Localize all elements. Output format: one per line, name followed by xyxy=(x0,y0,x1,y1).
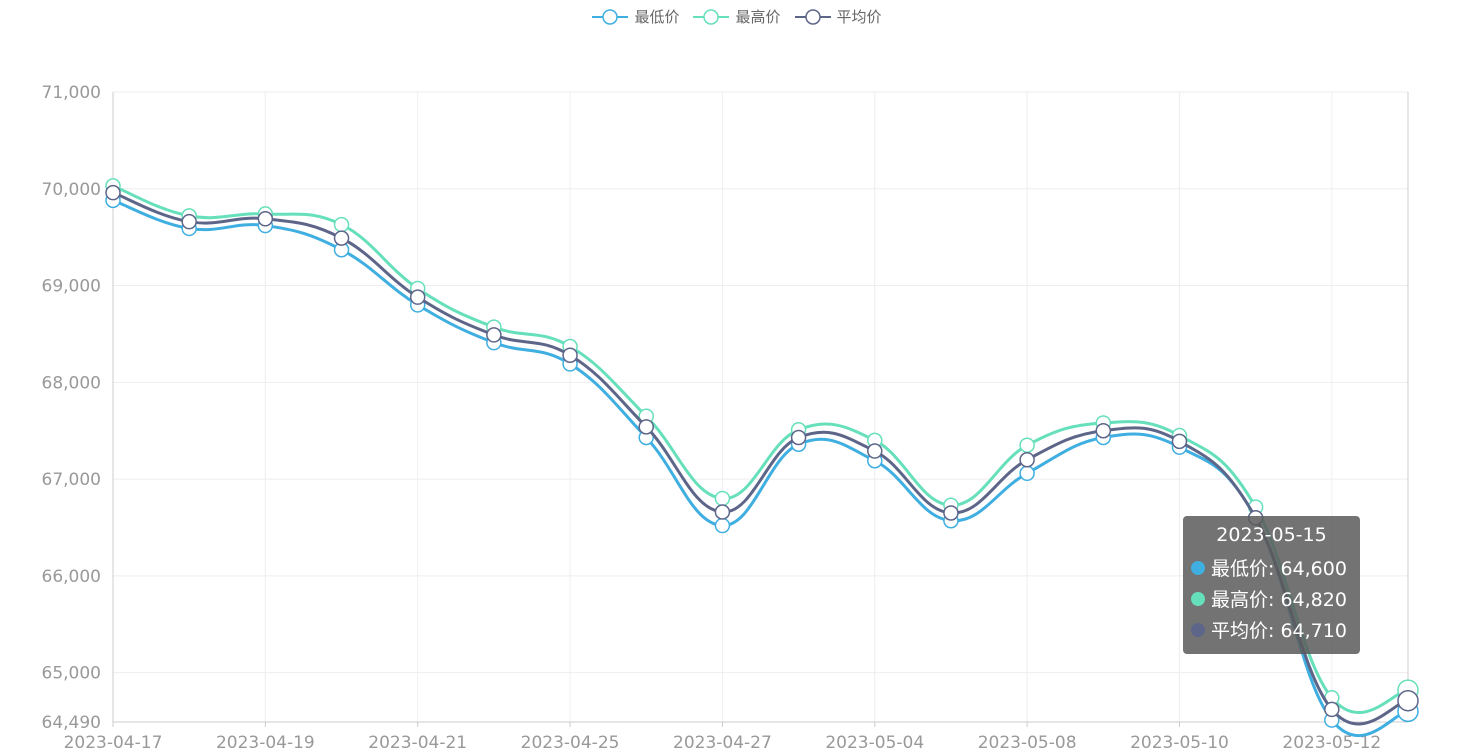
tooltip-row-min: 最低价: 64,600 xyxy=(1191,552,1352,583)
y-tick-label: 68,000 xyxy=(42,373,101,393)
series-dot-icon xyxy=(1191,591,1205,606)
tooltip-row-max: 最高价: 64,820 xyxy=(1191,583,1352,614)
axes: 64,490 65,000 66,000 67,000 68,000 69,000 70,0… xyxy=(42,83,1409,753)
data-point-min xyxy=(1019,465,1035,482)
legend-item-max[interactable]: 最高价 xyxy=(693,6,781,27)
y-tick-label: 71,000 xyxy=(42,83,101,103)
y-tick-label: 65,000 xyxy=(42,664,101,684)
data-point-avg xyxy=(714,504,731,520)
data-point-avg xyxy=(257,211,274,227)
legend-label: 平均价 xyxy=(836,8,882,26)
data-point-avg xyxy=(409,289,426,305)
y-tick-label: 69,000 xyxy=(42,277,101,297)
tooltip-row-text: 最低价: 64,600 xyxy=(1211,558,1347,580)
y-tick-label: 64,490 xyxy=(42,713,101,733)
tooltip-row-text: 平均价: 64,710 xyxy=(1211,620,1347,642)
x-tick-label: 2023-04-17 xyxy=(64,733,163,753)
data-point-avg xyxy=(486,327,502,343)
legend-label: 最低价 xyxy=(634,8,680,26)
data-point-max xyxy=(714,490,731,507)
legend-label: 最高价 xyxy=(735,8,781,26)
data-point-max xyxy=(333,216,350,233)
x-tick-label: 2023-04-25 xyxy=(521,733,620,753)
series-dot-icon xyxy=(1191,622,1205,637)
data-point-avg xyxy=(1171,433,1188,450)
data-point-avg xyxy=(1019,451,1035,468)
x-tick-label: 2023-04-19 xyxy=(216,733,315,753)
circle-line-icon xyxy=(592,8,629,25)
y-tick-label: 67,000 xyxy=(42,470,101,490)
data-point-avg xyxy=(943,505,959,521)
series-dot-icon xyxy=(1191,560,1205,575)
data-point-avg xyxy=(181,213,197,230)
x-tick-label: 2023-04-21 xyxy=(368,733,467,753)
data-point-min xyxy=(714,517,731,534)
series-layer xyxy=(105,178,1419,738)
tooltip-title: 2023-05-15 xyxy=(1216,524,1327,546)
data-point-avg xyxy=(1324,701,1340,718)
legend-item-avg[interactable]: 平均价 xyxy=(794,6,882,27)
chart-tooltip: 2023-05-15 最低价: 64,600 最高价: 64,820 平均价: … xyxy=(1183,516,1360,654)
series-line-avg xyxy=(112,191,1409,726)
x-tick-label: 2023-05-10 xyxy=(1130,733,1229,753)
data-point-max xyxy=(1019,437,1035,453)
data-point-avg xyxy=(105,184,121,201)
x-tick-label: 2023-04-27 xyxy=(673,733,772,753)
chart-legend: 最低价 最高价 平均价 xyxy=(0,6,1474,27)
circle-line-icon xyxy=(693,8,730,25)
x-tick-label: 2023-05-08 xyxy=(978,733,1077,753)
y-tick-label: 66,000 xyxy=(42,567,101,587)
data-point-avg xyxy=(867,443,883,459)
series-min xyxy=(105,192,1419,738)
x-tick-label: 2023-05-04 xyxy=(825,733,924,753)
data-point-avg xyxy=(638,419,654,435)
data-point-avg xyxy=(790,429,807,446)
tooltip-row-avg: 平均价: 64,710 xyxy=(1191,614,1352,645)
circle-line-icon xyxy=(794,8,831,25)
data-point-avg xyxy=(1397,689,1419,712)
data-point-avg xyxy=(333,230,350,246)
tooltip-row-text: 最高价: 64,820 xyxy=(1211,589,1347,611)
x-tick-label: 2023-05-12 xyxy=(1282,733,1381,753)
y-tick-label: 70,000 xyxy=(42,180,101,200)
legend-item-min[interactable]: 最低价 xyxy=(592,6,679,27)
data-point-avg xyxy=(562,347,578,363)
data-point-avg xyxy=(1095,422,1112,439)
grid-lines xyxy=(112,91,1408,722)
